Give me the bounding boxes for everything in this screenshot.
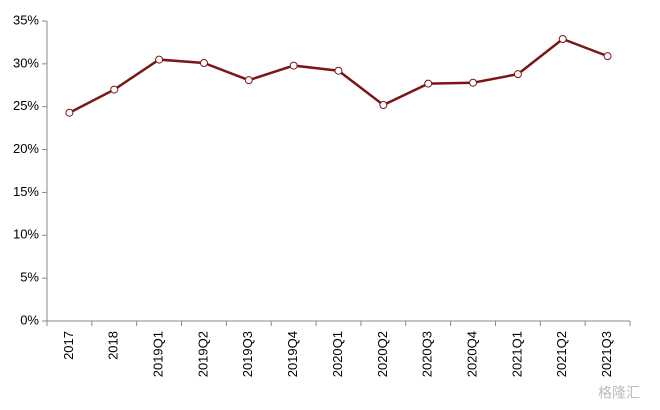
y-tick-label: 20%: [13, 141, 39, 156]
marker: [244, 76, 253, 85]
line: [68, 37, 609, 114]
marker: [558, 35, 567, 43]
x-tick-label: 2019Q3: [240, 331, 255, 377]
x-tick-label: 2019Q4: [285, 331, 300, 377]
x-tick-label: 2021Q1: [509, 331, 524, 377]
marker: [199, 59, 208, 67]
marker: [513, 70, 522, 79]
x-tick-label: 2018: [106, 331, 121, 360]
y-tick-label: 15%: [13, 184, 39, 199]
marker: [65, 108, 74, 117]
marker: [334, 66, 343, 75]
x-tick-label: 2017: [61, 331, 76, 360]
y-tick-label: 30%: [13, 55, 39, 70]
watermark: 格隆汇: [598, 385, 640, 401]
y-tick-label: 5%: [20, 270, 39, 285]
x-tick-label: 2019Q1: [151, 331, 166, 377]
marker: [155, 55, 164, 64]
y-tick-label: 0%: [20, 312, 39, 327]
y-tick-label: 25%: [13, 98, 39, 113]
x-tick-label: 2020Q4: [464, 331, 479, 377]
x-tick-label: 2020Q2: [375, 331, 390, 377]
x-tick-label: 2021Q2: [554, 331, 569, 377]
marker: [110, 85, 119, 94]
x-tick-label: 2020Q1: [330, 331, 345, 377]
y-tick-label: 35%: [13, 12, 39, 27]
marker: [603, 52, 612, 61]
x-tick-label: 2019Q2: [195, 331, 210, 377]
y-tick-label: 10%: [13, 227, 39, 242]
x-tick-label: 2021Q3: [599, 331, 614, 377]
marker: [469, 78, 478, 87]
x-tick-label: 2020Q3: [420, 331, 435, 377]
marker: [289, 61, 298, 70]
marker: [424, 79, 433, 88]
marker: [379, 101, 388, 109]
